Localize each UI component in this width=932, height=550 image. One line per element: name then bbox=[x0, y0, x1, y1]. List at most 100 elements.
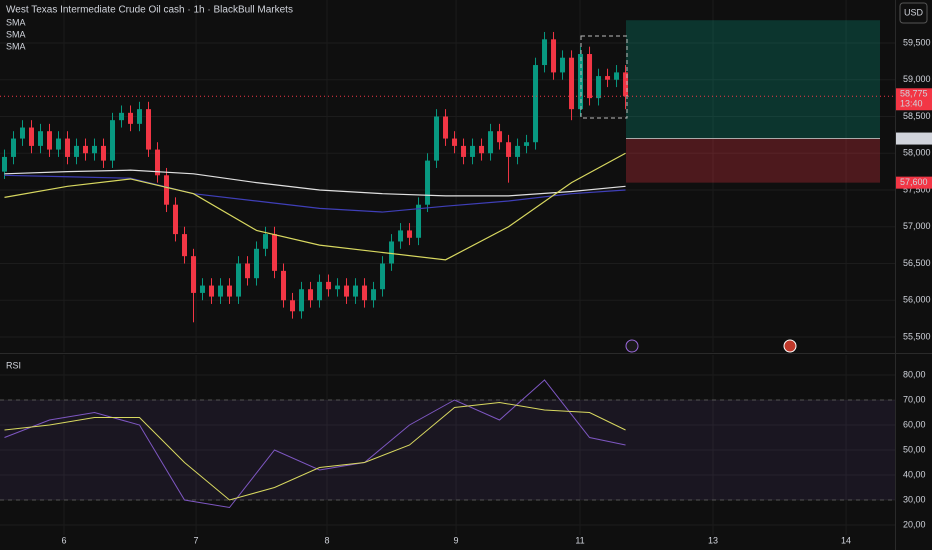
plot bbox=[0, 20, 895, 509]
candle-body bbox=[569, 57, 575, 110]
y-tick-label: 70,00 bbox=[903, 394, 926, 404]
candle-body bbox=[164, 175, 170, 205]
flag-icon[interactable] bbox=[783, 339, 797, 353]
candle-body bbox=[353, 285, 359, 297]
candle-body bbox=[335, 285, 341, 290]
candle-body bbox=[272, 234, 278, 271]
candle-body bbox=[398, 230, 404, 242]
candle-body bbox=[326, 281, 332, 290]
y-tick-label: 55,500 bbox=[903, 331, 931, 341]
candle-body bbox=[308, 289, 314, 301]
candle-body bbox=[200, 285, 206, 293]
candle-body bbox=[461, 145, 467, 157]
candle-body bbox=[506, 142, 512, 157]
candle-body bbox=[542, 39, 548, 66]
candle-body bbox=[407, 230, 413, 238]
x-tick-label: 13 bbox=[708, 535, 718, 545]
stop-badge bbox=[896, 176, 932, 189]
candle-body bbox=[317, 281, 323, 301]
grid bbox=[0, 0, 895, 535]
currency-label[interactable]: USD bbox=[904, 7, 924, 17]
candle-body bbox=[209, 285, 215, 297]
target-zone bbox=[626, 20, 880, 139]
y-tick-label: 80,00 bbox=[903, 369, 926, 379]
candle-body bbox=[515, 145, 521, 157]
candle-body bbox=[92, 145, 98, 154]
candle-body bbox=[371, 289, 377, 301]
candle-body bbox=[2, 156, 8, 172]
y-tick-label: 40,00 bbox=[903, 469, 926, 479]
pane-title: RSI bbox=[6, 360, 21, 370]
candle-body bbox=[56, 138, 62, 150]
candle-body bbox=[263, 234, 269, 249]
indicator-line bbox=[4, 401, 626, 501]
entry-label: 58,200 bbox=[900, 133, 928, 143]
candle-body bbox=[614, 72, 620, 80]
candle-body bbox=[11, 138, 17, 157]
x-tick-label: 11 bbox=[575, 535, 584, 545]
candle-body bbox=[47, 131, 53, 150]
candle-body bbox=[623, 72, 629, 97]
legend-entry: SMA bbox=[6, 29, 26, 39]
candle-body bbox=[101, 145, 107, 161]
x-tick-label: 9 bbox=[454, 535, 459, 545]
y-tick-label: 56,000 bbox=[903, 295, 931, 305]
candle-body bbox=[65, 138, 71, 157]
y-tick-label: 50,00 bbox=[903, 444, 926, 454]
x-tick-label: 6 bbox=[61, 535, 66, 545]
candle-body bbox=[452, 138, 458, 146]
selection-box bbox=[580, 35, 628, 119]
candle-body bbox=[299, 289, 305, 312]
stop-label: 57,600 bbox=[900, 177, 928, 187]
candle-body bbox=[110, 120, 116, 161]
candle-body bbox=[128, 112, 134, 124]
candle-body bbox=[137, 109, 143, 124]
candle-body bbox=[38, 131, 44, 146]
candle-body bbox=[362, 285, 368, 301]
y-tick-label: 57,000 bbox=[903, 221, 931, 231]
candle-body bbox=[281, 270, 287, 301]
stop-zone bbox=[626, 138, 880, 183]
candle-body bbox=[587, 54, 593, 99]
candle-body bbox=[146, 109, 152, 150]
candle-body bbox=[20, 127, 26, 139]
x-tick-label: 7 bbox=[194, 535, 199, 545]
countdown-label: 13:40 bbox=[900, 99, 923, 109]
candle-body bbox=[29, 127, 35, 146]
candle-body bbox=[497, 131, 503, 143]
legend-entry: SMA bbox=[6, 17, 26, 27]
candle-body bbox=[524, 142, 530, 146]
candle-body bbox=[596, 76, 602, 99]
y-tick-label: 60,00 bbox=[903, 419, 926, 429]
event-icon[interactable] bbox=[625, 339, 639, 353]
indicator-line bbox=[4, 152, 626, 261]
candle-body bbox=[380, 263, 386, 290]
x-tick-label: 8 bbox=[324, 535, 329, 545]
x-tick-label: 14 bbox=[841, 535, 851, 545]
candle-body bbox=[344, 285, 350, 297]
candle-body bbox=[443, 116, 449, 139]
entry-badge bbox=[896, 132, 932, 145]
y-tick-label: 20,00 bbox=[903, 519, 926, 529]
candle-body bbox=[119, 112, 125, 121]
candle-body bbox=[551, 39, 557, 73]
currency-button[interactable] bbox=[899, 2, 928, 24]
candle-body bbox=[218, 285, 224, 297]
candle-body bbox=[236, 263, 242, 297]
y-tick-label: 57,500 bbox=[903, 184, 931, 194]
candle-body bbox=[488, 131, 494, 154]
candle-body bbox=[560, 57, 566, 73]
last-price-badge bbox=[896, 88, 932, 111]
candle-body bbox=[533, 65, 539, 143]
y-tick-label: 30,00 bbox=[903, 494, 926, 504]
candle-body bbox=[434, 116, 440, 161]
indicator-line bbox=[4, 169, 626, 197]
candle-body bbox=[74, 145, 80, 157]
candle-body bbox=[245, 263, 251, 279]
candle-body bbox=[479, 145, 485, 154]
indicator-line bbox=[4, 379, 626, 509]
rsi-band bbox=[0, 400, 895, 500]
candle-body bbox=[254, 248, 260, 279]
